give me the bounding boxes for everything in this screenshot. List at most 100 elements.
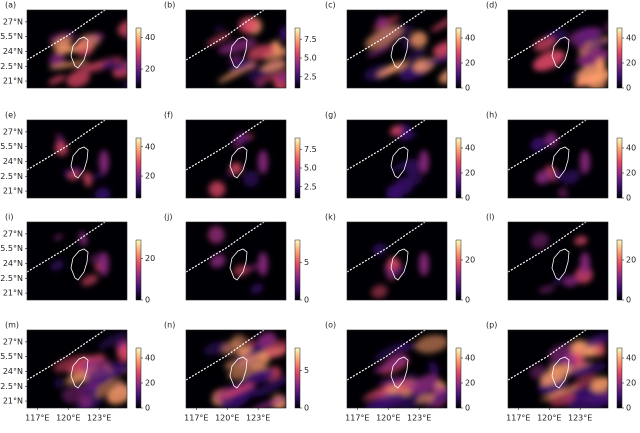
colorbar-tick-label: 0 [626, 84, 631, 93]
blobs [362, 334, 447, 408]
blob [258, 252, 268, 276]
blob [54, 234, 63, 241]
blob [237, 346, 252, 356]
colorbar-tick-label: 2.5 [304, 72, 317, 81]
blobs [208, 225, 268, 294]
colorbar-tick-label: 0 [626, 194, 631, 203]
coastline [186, 120, 265, 171]
panel-frame [507, 9, 609, 89]
heat-field [186, 330, 286, 408]
blob [364, 392, 406, 408]
blob [538, 285, 555, 294]
colorbar-tick-label: 0 [626, 296, 631, 305]
x-tick-label: 120°E [376, 414, 400, 423]
blob [530, 137, 546, 152]
blob [217, 62, 257, 83]
blob [419, 252, 429, 276]
blob [279, 25, 286, 42]
blob [410, 374, 440, 395]
blobs [48, 18, 127, 88]
blob [53, 354, 92, 373]
panel-frame [185, 9, 287, 89]
blob [530, 232, 549, 249]
blobs [532, 18, 608, 88]
taiwan-outline [229, 356, 248, 389]
blob [78, 394, 93, 408]
y-tick-label: 22.5°N [0, 62, 23, 71]
panel-label: (e) [5, 111, 16, 120]
blob [387, 266, 405, 278]
blob [254, 79, 265, 88]
blob [82, 359, 113, 376]
colorbar-tick-label: 5 [304, 366, 309, 375]
taiwan-outline [551, 356, 570, 389]
heat-field [186, 10, 286, 88]
taiwan-outline [229, 248, 248, 281]
y-tick-label: 21°N [3, 397, 23, 406]
blobs [530, 232, 593, 294]
y-tick-label: 22.5°N [0, 172, 23, 181]
x-tick-label: 120°E [537, 414, 561, 423]
panel-label: (k) [325, 213, 336, 222]
blob [574, 27, 605, 41]
panel-frame [507, 329, 609, 409]
colorbar-tick-label: 20 [145, 254, 155, 263]
heat-field [347, 330, 447, 408]
y-tick-label: 21°N [3, 289, 23, 298]
y-tick-label: 24°N [3, 367, 23, 376]
x-tick-label: 123°E [246, 414, 270, 423]
blob [253, 375, 286, 397]
blob [257, 332, 277, 349]
x-tick-label: 117°E [184, 414, 208, 423]
taiwan-outline [551, 146, 570, 179]
heat-field [27, 10, 127, 88]
panel-label: (m) [5, 321, 19, 330]
taiwan-outline [70, 248, 89, 281]
blob [362, 384, 393, 401]
blob [229, 57, 252, 72]
blobs [529, 333, 608, 408]
panel-frame [26, 329, 128, 409]
blob [54, 377, 65, 389]
x-tick-label: 123°E [87, 414, 111, 423]
panel-label: (b) [164, 1, 175, 10]
colorbar-tick-label: 0 [465, 404, 470, 413]
blob [247, 396, 286, 408]
blobs [530, 132, 590, 198]
blob [99, 252, 109, 276]
colorbar-tick-label: 5 [304, 258, 309, 267]
colorbar-tick-label: 40 [145, 354, 155, 363]
x-tick-label: 117°E [506, 414, 530, 423]
blobs [386, 123, 429, 198]
colorbar-tick-label: 20 [145, 172, 155, 181]
panel-label: (a) [5, 1, 16, 10]
blob [378, 376, 401, 386]
colorbar-tick-label: 20 [465, 256, 475, 265]
heat-field [347, 120, 447, 198]
panel-label: (i) [5, 213, 13, 222]
panel-frame [26, 221, 128, 301]
panel-frame [26, 9, 128, 89]
blob [410, 31, 428, 48]
blob [106, 384, 127, 405]
colorbar-tick-label: 40 [145, 33, 155, 42]
colorbar-tick-label: 40 [145, 142, 155, 151]
blob [50, 260, 64, 271]
colorbar [135, 347, 142, 409]
colorbar-tick-label: 40 [626, 34, 636, 43]
y-tick-label: 21°N [3, 187, 23, 196]
blob [110, 59, 127, 72]
y-tick-label: 24°N [3, 259, 23, 268]
colorbar-tick-label: 40 [465, 144, 475, 153]
coastline [186, 222, 265, 273]
blob [432, 387, 447, 401]
y-tick-label: 22.5°N [0, 382, 23, 391]
blob [566, 362, 607, 377]
heat-field [186, 120, 286, 198]
x-tick-label: 123°E [568, 414, 592, 423]
colorbar-tick-label: 0 [465, 194, 470, 203]
blob [590, 376, 608, 393]
heat-field [347, 10, 447, 88]
colorbar-tick-label: 0 [145, 296, 150, 305]
blob [406, 48, 427, 63]
